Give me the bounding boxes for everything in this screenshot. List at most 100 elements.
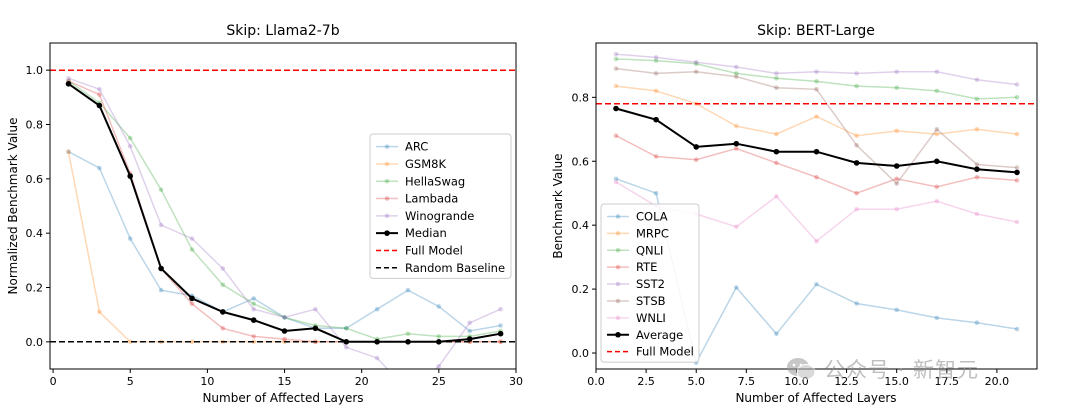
data-point-cola: [1014, 326, 1020, 332]
legend-item-gsm8k: GSM8K: [376, 157, 446, 171]
data-point-hellaswag: [251, 301, 256, 307]
data-point-mrpc: [934, 131, 940, 137]
series-qnli: [613, 56, 1020, 102]
legend-item-cola: COLA: [607, 209, 668, 223]
data-point-arc: [344, 326, 349, 331]
data-point-qnli: [693, 61, 699, 67]
data-point-qnli: [974, 96, 980, 102]
legend-marker: [384, 178, 390, 184]
data-point-winogrande: [344, 345, 349, 350]
legend-marker: [384, 161, 390, 167]
data-point-mrpc: [854, 133, 859, 138]
data-point-wnli: [854, 206, 859, 212]
data-point-average: [934, 158, 940, 165]
data-point-stsb: [613, 66, 619, 71]
data-point-qnli: [734, 71, 739, 76]
y-tick-label: 0.2: [26, 282, 44, 295]
data-point-arc: [405, 287, 411, 293]
data-point-average: [613, 105, 619, 112]
wechat-icon: [787, 358, 816, 380]
x-tick-label: 17.5: [935, 375, 960, 388]
data-point-sst2: [653, 55, 659, 60]
data-point-rte: [1014, 178, 1020, 183]
legend-label: COLA: [636, 209, 668, 223]
y-tick-label: 0.0: [572, 347, 590, 360]
data-point-mrpc: [613, 83, 619, 89]
data-point-cola: [934, 315, 940, 321]
data-point-lambada: [282, 336, 287, 342]
data-point-lambada: [97, 92, 102, 97]
plot-area-frame: [49, 42, 517, 370]
data-point-cola: [774, 331, 779, 337]
series-line-mrpc: [615, 85, 1018, 137]
legend-label: Full Model: [405, 243, 463, 257]
x-tick-label: 0.0: [587, 375, 605, 388]
data-point-winogrande: [467, 320, 473, 326]
chart-llama2-7b: Skip: Llama2-7b Number of Affected Layer…: [6, 23, 523, 405]
legend-marker: [384, 213, 390, 219]
data-point-rte: [734, 146, 739, 151]
data-point-rte: [894, 176, 899, 182]
legend-item-full-model: Full Model: [607, 345, 694, 359]
y-tick-label: 0.8: [572, 91, 590, 104]
data-point-arc: [467, 328, 473, 334]
data-point-median: [312, 325, 319, 332]
data-point-arc: [282, 315, 287, 320]
data-point-mrpc: [734, 123, 739, 129]
series-average: [613, 105, 1020, 176]
data-point-hellaswag: [405, 331, 411, 337]
data-point-stsb: [814, 87, 819, 92]
series-line-rte: [615, 135, 1018, 195]
data-point-median: [158, 265, 164, 272]
data-point-arc: [97, 165, 102, 171]
data-point-hellaswag: [344, 326, 349, 331]
data-point-hellaswag: [158, 187, 164, 192]
data-point-gsm8k: [127, 339, 133, 345]
x-tick-label: 15.0: [884, 375, 909, 388]
data-point-stsb: [854, 143, 859, 148]
data-point-sst2: [1014, 82, 1020, 87]
legend-label: Median: [405, 226, 447, 240]
legend-item-wnli: WNLI: [607, 311, 666, 325]
legend-label: WNLI: [636, 311, 666, 325]
legend-marker: [615, 298, 621, 304]
legend-label: STSB: [636, 294, 666, 308]
data-point-wnli: [814, 238, 819, 244]
legend-item-qnli: QNLI: [607, 243, 663, 257]
data-point-cola: [894, 307, 899, 313]
data-point-qnli: [774, 75, 779, 81]
x-tick-label: 25: [432, 375, 446, 388]
data-point-mrpc: [894, 128, 899, 134]
data-point-wnli: [734, 224, 739, 230]
legend: COLA MRPC QNLI RTE SST2 STSB WNLI Average Full M…: [600, 203, 700, 363]
legend-item-winogrande: Winogrande: [376, 209, 474, 223]
data-point-median: [65, 81, 72, 87]
data-point-qnli: [1014, 95, 1020, 100]
data-point-mrpc: [1014, 131, 1020, 137]
x-tick-label: 15: [278, 375, 292, 388]
data-point-stsb: [774, 85, 779, 90]
legend-item-random-baseline: Random Baseline: [376, 261, 505, 275]
data-point-mrpc: [814, 114, 819, 119]
data-point-gsm8k: [66, 149, 71, 154]
legend-label: Winogrande: [405, 209, 474, 223]
data-point-rte: [854, 190, 859, 196]
legend-label: QNLI: [636, 243, 663, 257]
legend-label: Random Baseline: [405, 261, 505, 275]
legend-item-hellaswag: HellaSwag: [376, 174, 465, 188]
data-point-cola: [653, 190, 659, 196]
data-point-rte: [653, 154, 659, 159]
data-point-lambada: [220, 326, 226, 331]
x-tick-label: 12.5: [834, 375, 859, 388]
data-point-wnli: [1014, 219, 1020, 225]
data-point-qnli: [854, 83, 859, 89]
legend-item-rte: RTE: [607, 260, 657, 274]
y-tick-label: 0.6: [26, 173, 44, 186]
data-point-sst2: [974, 77, 980, 83]
legend-marker: [615, 247, 621, 253]
chart-title: Skip: Llama2-7b: [226, 23, 339, 39]
data-point-average: [773, 148, 780, 155]
x-tick-label: 5.0: [687, 375, 705, 388]
data-point-rte: [774, 160, 779, 166]
